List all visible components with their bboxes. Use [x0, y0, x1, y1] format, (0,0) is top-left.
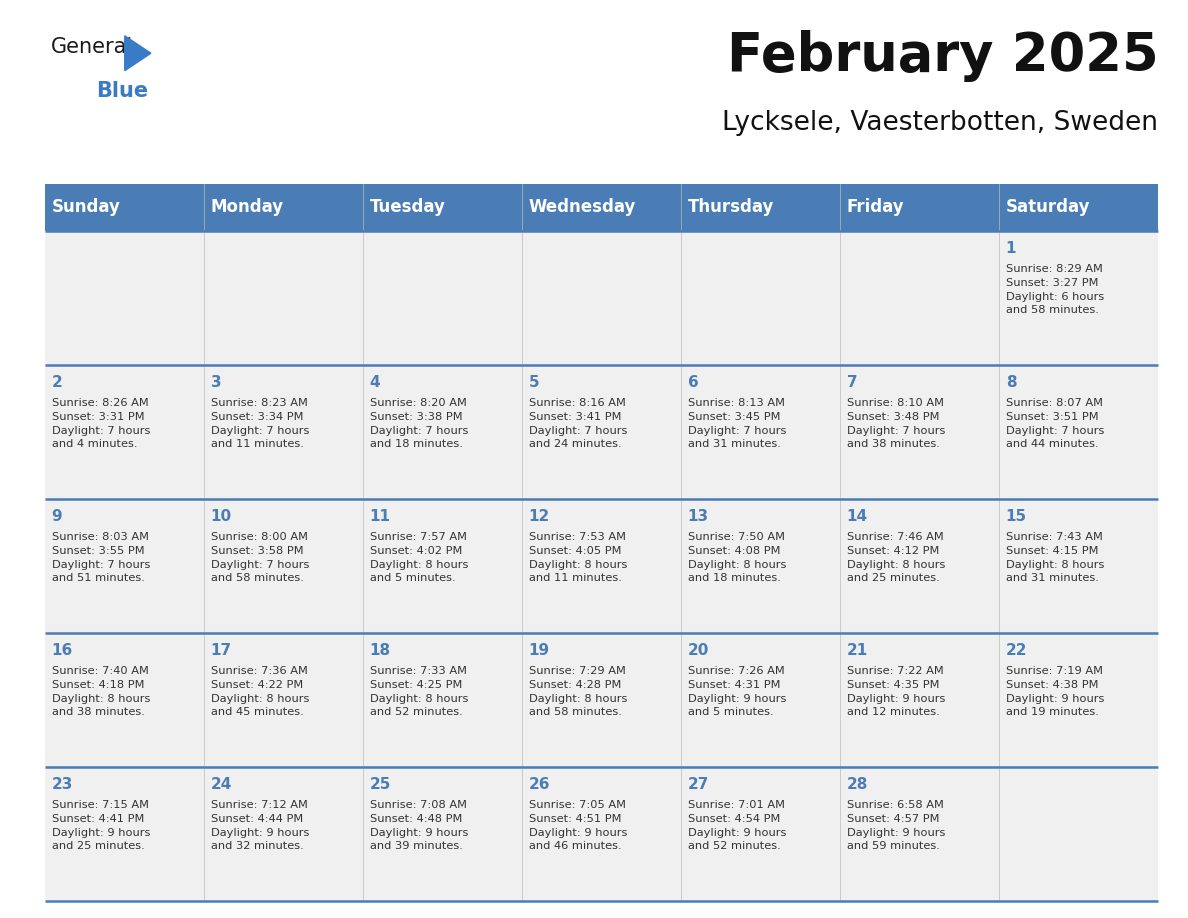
Text: 16: 16	[51, 643, 72, 657]
Text: 22: 22	[1005, 643, 1028, 657]
Text: Sunday: Sunday	[51, 198, 120, 217]
Text: 15: 15	[1005, 509, 1026, 523]
Text: Sunrise: 7:12 AM
Sunset: 4:44 PM
Daylight: 9 hours
and 32 minutes.: Sunrise: 7:12 AM Sunset: 4:44 PM Dayligh…	[210, 800, 309, 851]
Text: Sunrise: 6:58 AM
Sunset: 4:57 PM
Daylight: 9 hours
and 59 minutes.: Sunrise: 6:58 AM Sunset: 4:57 PM Dayligh…	[847, 800, 944, 851]
Text: Monday: Monday	[210, 198, 284, 217]
Text: 9: 9	[51, 509, 62, 523]
Text: Sunrise: 7:05 AM
Sunset: 4:51 PM
Daylight: 9 hours
and 46 minutes.: Sunrise: 7:05 AM Sunset: 4:51 PM Dayligh…	[529, 800, 627, 851]
Text: Sunrise: 7:01 AM
Sunset: 4:54 PM
Daylight: 9 hours
and 52 minutes.: Sunrise: 7:01 AM Sunset: 4:54 PM Dayligh…	[688, 800, 786, 851]
Text: 25: 25	[369, 777, 391, 791]
Text: 19: 19	[529, 643, 550, 657]
Text: Blue: Blue	[96, 81, 148, 101]
Text: 6: 6	[688, 375, 699, 389]
Text: Friday: Friday	[847, 198, 904, 217]
Text: Saturday: Saturday	[1005, 198, 1091, 217]
Text: General: General	[51, 37, 133, 57]
Text: Sunrise: 7:33 AM
Sunset: 4:25 PM
Daylight: 8 hours
and 52 minutes.: Sunrise: 7:33 AM Sunset: 4:25 PM Dayligh…	[369, 666, 468, 717]
Text: Sunrise: 8:26 AM
Sunset: 3:31 PM
Daylight: 7 hours
and 4 minutes.: Sunrise: 8:26 AM Sunset: 3:31 PM Dayligh…	[51, 398, 150, 449]
Bar	[45, 231, 1158, 365]
Text: 27: 27	[688, 777, 709, 791]
Text: 3: 3	[210, 375, 221, 389]
Text: Sunrise: 7:29 AM
Sunset: 4:28 PM
Daylight: 8 hours
and 58 minutes.: Sunrise: 7:29 AM Sunset: 4:28 PM Dayligh…	[529, 666, 627, 717]
Text: Sunrise: 8:16 AM
Sunset: 3:41 PM
Daylight: 7 hours
and 24 minutes.: Sunrise: 8:16 AM Sunset: 3:41 PM Dayligh…	[529, 398, 627, 449]
Text: February 2025: February 2025	[727, 30, 1158, 83]
Text: 20: 20	[688, 643, 709, 657]
Text: Sunrise: 8:20 AM
Sunset: 3:38 PM
Daylight: 7 hours
and 18 minutes.: Sunrise: 8:20 AM Sunset: 3:38 PM Dayligh…	[369, 398, 468, 449]
Text: 2: 2	[51, 375, 62, 389]
Text: 14: 14	[847, 509, 867, 523]
Bar	[45, 184, 1158, 231]
Text: 26: 26	[529, 777, 550, 791]
Text: Sunrise: 7:08 AM
Sunset: 4:48 PM
Daylight: 9 hours
and 39 minutes.: Sunrise: 7:08 AM Sunset: 4:48 PM Dayligh…	[369, 800, 468, 851]
Text: Sunrise: 8:07 AM
Sunset: 3:51 PM
Daylight: 7 hours
and 44 minutes.: Sunrise: 8:07 AM Sunset: 3:51 PM Dayligh…	[1005, 398, 1104, 449]
Text: 23: 23	[51, 777, 72, 791]
Text: Sunrise: 7:40 AM
Sunset: 4:18 PM
Daylight: 8 hours
and 38 minutes.: Sunrise: 7:40 AM Sunset: 4:18 PM Dayligh…	[51, 666, 150, 717]
Text: Sunrise: 7:19 AM
Sunset: 4:38 PM
Daylight: 9 hours
and 19 minutes.: Sunrise: 7:19 AM Sunset: 4:38 PM Dayligh…	[1005, 666, 1104, 717]
Text: Sunrise: 7:53 AM
Sunset: 4:05 PM
Daylight: 8 hours
and 11 minutes.: Sunrise: 7:53 AM Sunset: 4:05 PM Dayligh…	[529, 532, 627, 583]
Text: 11: 11	[369, 509, 391, 523]
Text: 18: 18	[369, 643, 391, 657]
Text: Sunrise: 8:03 AM
Sunset: 3:55 PM
Daylight: 7 hours
and 51 minutes.: Sunrise: 8:03 AM Sunset: 3:55 PM Dayligh…	[51, 532, 150, 583]
Text: Lycksele, Vaesterbotten, Sweden: Lycksele, Vaesterbotten, Sweden	[722, 110, 1158, 136]
Polygon shape	[125, 36, 151, 71]
Bar	[45, 365, 1158, 499]
Text: 13: 13	[688, 509, 709, 523]
Text: Tuesday: Tuesday	[369, 198, 446, 217]
Text: Sunrise: 7:22 AM
Sunset: 4:35 PM
Daylight: 9 hours
and 12 minutes.: Sunrise: 7:22 AM Sunset: 4:35 PM Dayligh…	[847, 666, 944, 717]
Text: Sunrise: 7:57 AM
Sunset: 4:02 PM
Daylight: 8 hours
and 5 minutes.: Sunrise: 7:57 AM Sunset: 4:02 PM Dayligh…	[369, 532, 468, 583]
Text: Sunrise: 7:50 AM
Sunset: 4:08 PM
Daylight: 8 hours
and 18 minutes.: Sunrise: 7:50 AM Sunset: 4:08 PM Dayligh…	[688, 532, 786, 583]
Text: 21: 21	[847, 643, 868, 657]
Text: Sunrise: 7:46 AM
Sunset: 4:12 PM
Daylight: 8 hours
and 25 minutes.: Sunrise: 7:46 AM Sunset: 4:12 PM Dayligh…	[847, 532, 944, 583]
Text: Sunrise: 8:23 AM
Sunset: 3:34 PM
Daylight: 7 hours
and 11 minutes.: Sunrise: 8:23 AM Sunset: 3:34 PM Dayligh…	[210, 398, 309, 449]
Text: 5: 5	[529, 375, 539, 389]
Text: Sunrise: 7:26 AM
Sunset: 4:31 PM
Daylight: 9 hours
and 5 minutes.: Sunrise: 7:26 AM Sunset: 4:31 PM Dayligh…	[688, 666, 786, 717]
Text: Thursday: Thursday	[688, 198, 773, 217]
Text: Sunrise: 8:00 AM
Sunset: 3:58 PM
Daylight: 7 hours
and 58 minutes.: Sunrise: 8:00 AM Sunset: 3:58 PM Dayligh…	[210, 532, 309, 583]
Text: Wednesday: Wednesday	[529, 198, 636, 217]
Text: Sunrise: 8:29 AM
Sunset: 3:27 PM
Daylight: 6 hours
and 58 minutes.: Sunrise: 8:29 AM Sunset: 3:27 PM Dayligh…	[1005, 264, 1104, 315]
Text: Sunrise: 7:43 AM
Sunset: 4:15 PM
Daylight: 8 hours
and 31 minutes.: Sunrise: 7:43 AM Sunset: 4:15 PM Dayligh…	[1005, 532, 1104, 583]
Text: 4: 4	[369, 375, 380, 389]
Text: 8: 8	[1005, 375, 1016, 389]
Text: Sunrise: 7:15 AM
Sunset: 4:41 PM
Daylight: 9 hours
and 25 minutes.: Sunrise: 7:15 AM Sunset: 4:41 PM Dayligh…	[51, 800, 150, 851]
Text: 24: 24	[210, 777, 232, 791]
Text: 1: 1	[1005, 241, 1016, 255]
Text: 17: 17	[210, 643, 232, 657]
Text: Sunrise: 8:13 AM
Sunset: 3:45 PM
Daylight: 7 hours
and 31 minutes.: Sunrise: 8:13 AM Sunset: 3:45 PM Dayligh…	[688, 398, 786, 449]
Text: 12: 12	[529, 509, 550, 523]
Text: 7: 7	[847, 375, 858, 389]
Text: Sunrise: 8:10 AM
Sunset: 3:48 PM
Daylight: 7 hours
and 38 minutes.: Sunrise: 8:10 AM Sunset: 3:48 PM Dayligh…	[847, 398, 944, 449]
Text: Sunrise: 7:36 AM
Sunset: 4:22 PM
Daylight: 8 hours
and 45 minutes.: Sunrise: 7:36 AM Sunset: 4:22 PM Dayligh…	[210, 666, 309, 717]
Bar	[45, 499, 1158, 633]
Text: 28: 28	[847, 777, 868, 791]
Bar	[45, 633, 1158, 767]
Text: 10: 10	[210, 509, 232, 523]
Bar	[45, 767, 1158, 901]
